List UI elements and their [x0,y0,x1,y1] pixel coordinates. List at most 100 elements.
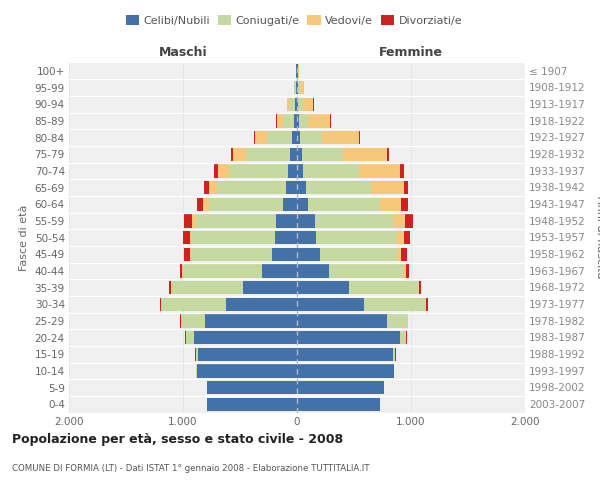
Text: Popolazione per età, sesso e stato civile - 2008: Popolazione per età, sesso e stato civil… [12,432,343,446]
Bar [161,298,226,311]
Bar [316,231,396,244]
Bar [194,331,297,344]
Bar [283,114,293,128]
Y-axis label: Anni di nascita: Anni di nascita [595,196,600,278]
Bar [297,81,298,94]
Bar [297,298,364,311]
Bar [406,264,409,278]
Bar [197,364,297,378]
Bar [297,164,303,177]
Bar [297,231,316,244]
Bar [293,114,297,128]
Bar [298,98,303,111]
Bar [405,214,413,228]
Bar [172,281,244,294]
Bar [387,314,407,328]
Bar [218,164,229,177]
Bar [204,181,209,194]
Bar [387,148,389,161]
Text: Maschi: Maschi [158,46,208,59]
Bar [192,231,275,244]
Bar [190,248,191,261]
Bar [203,198,209,211]
Text: COMUNE DI FORMIA (LT) - Dati ISTAT 1° gennaio 2008 - Elaborazione TUTTITALIA.IT: COMUNE DI FORMIA (LT) - Dati ISTAT 1° ge… [12,464,370,473]
Bar [286,181,297,194]
Bar [209,198,283,211]
Bar [181,314,205,328]
Bar [349,281,418,294]
Bar [277,114,283,128]
Bar [297,264,329,278]
Bar [209,181,217,194]
Bar [297,98,298,111]
Bar [297,364,394,378]
Bar [290,148,297,161]
Bar [207,381,297,394]
Bar [272,248,297,261]
Bar [404,181,408,194]
Bar [364,298,426,311]
Bar [297,198,308,211]
Bar [297,248,320,261]
Bar [207,398,297,411]
Bar [287,98,290,111]
Bar [396,231,404,244]
Bar [283,198,297,211]
Bar [322,131,359,144]
Bar [359,164,400,177]
Bar [244,281,297,294]
Bar [184,248,190,261]
Bar [297,131,301,144]
Legend: Celibi/Nubili, Coniugati/e, Vedovi/e, Divorziati/e: Celibi/Nubili, Coniugati/e, Vedovi/e, Di… [121,10,467,30]
Bar [197,198,203,211]
Bar [277,214,297,228]
Bar [401,198,407,211]
Bar [186,331,194,344]
Bar [302,148,343,161]
Bar [297,398,380,411]
Bar [231,148,233,161]
Bar [427,298,428,311]
Bar [359,131,360,144]
Bar [295,98,297,111]
Bar [196,214,277,228]
Bar [297,114,299,128]
Bar [160,298,161,311]
Bar [191,248,272,261]
Bar [301,131,322,144]
Bar [397,248,401,261]
Bar [205,314,297,328]
Bar [419,281,421,294]
Bar [297,314,387,328]
Bar [183,264,262,278]
Bar [190,231,192,244]
Bar [233,148,246,161]
Bar [275,231,297,244]
Bar [329,264,404,278]
Bar [418,281,419,294]
Bar [300,81,304,94]
Bar [303,98,313,111]
Bar [180,264,182,278]
Bar [196,348,198,361]
Bar [184,231,190,244]
Bar [404,264,406,278]
Bar [308,114,330,128]
Bar [380,198,401,211]
Bar [400,164,404,177]
Text: Femmine: Femmine [379,46,443,59]
Bar [371,181,404,194]
Bar [305,181,371,194]
Bar [401,248,407,261]
Bar [297,331,400,344]
Bar [290,98,295,111]
Bar [303,164,359,177]
Bar [315,214,393,228]
Y-axis label: Fasce di età: Fasce di età [19,204,29,270]
Bar [343,148,387,161]
Bar [400,331,406,344]
Bar [320,248,397,261]
Bar [169,281,171,294]
Bar [217,181,286,194]
Bar [254,131,255,144]
